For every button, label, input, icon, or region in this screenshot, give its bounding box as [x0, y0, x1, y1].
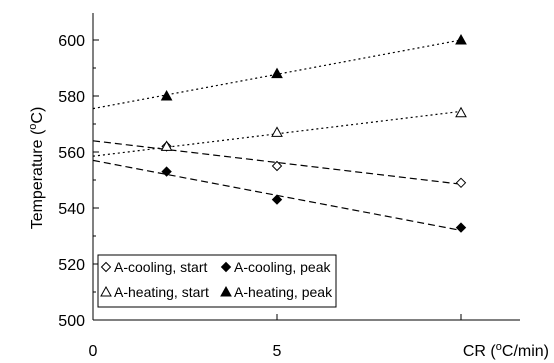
legend-marker: [100, 261, 112, 273]
y-axis-title-sup: o: [27, 124, 39, 130]
legend-marker: [220, 261, 232, 273]
legend-label: A-heating, start: [114, 284, 209, 300]
data-point: [271, 67, 283, 79]
y-tick-label: 600: [58, 33, 85, 50]
x-axis-title-sup: o: [496, 341, 502, 353]
axes: [92, 13, 520, 321]
y-tick-label: 500: [58, 313, 85, 330]
y-tick-label: 540: [58, 201, 85, 218]
data-point: [160, 89, 173, 101]
y-axis-title-rest: C): [29, 107, 46, 124]
legend-marker: [100, 285, 112, 297]
legend-marker: [220, 285, 232, 297]
legend-label: A-heating, peak: [234, 284, 333, 300]
y-tick-label: 580: [58, 89, 85, 106]
trend-line: [92, 140, 462, 185]
x-tick-label: 0: [89, 343, 98, 360]
x-tick-label: 5: [273, 343, 282, 360]
data-point: [271, 194, 283, 205]
x-axis-title-main: CR (: [463, 343, 497, 360]
data-point: [455, 222, 467, 233]
legend: A-cooling, start A-cooling, peak A-heating…: [97, 254, 337, 308]
legend-box: [97, 254, 337, 308]
data-point: [271, 126, 283, 137]
y-axis-title: Temperature (oC): [27, 107, 46, 230]
data-point: [455, 177, 467, 189]
data-point: [161, 166, 172, 177]
y-tick-label: 560: [58, 145, 85, 162]
data-point: [455, 33, 467, 45]
data-point: [455, 106, 467, 118]
data-point: [160, 140, 173, 151]
y-tick-label: 520: [58, 257, 85, 274]
trend-line: [92, 39, 462, 110]
x-axis-title-rest: C/min): [502, 343, 549, 360]
data-point: [271, 160, 283, 172]
y-axis-title-main: Temperature (: [29, 129, 46, 229]
data-points: [160, 33, 467, 233]
x-axis-title: CR (oC/min): [463, 341, 549, 360]
legend-label: A-cooling, start: [114, 259, 207, 275]
legend-label: A-cooling, peak: [234, 259, 332, 275]
y-ticks: 500 520 540 560 580 600: [58, 33, 99, 330]
